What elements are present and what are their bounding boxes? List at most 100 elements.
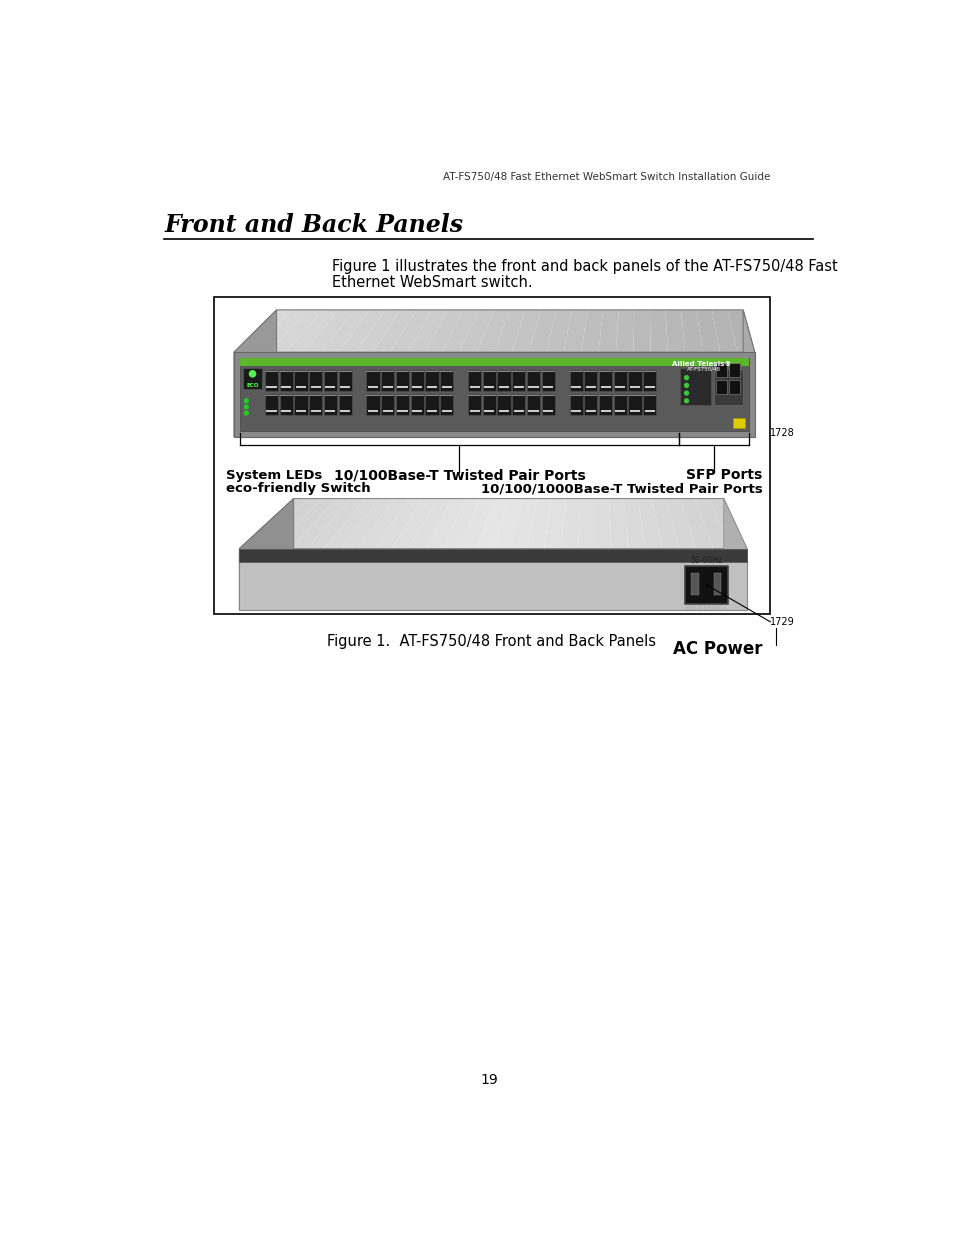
Bar [469, 410, 479, 412]
Bar [425, 394, 438, 415]
Polygon shape [494, 310, 525, 352]
Polygon shape [476, 310, 509, 352]
Bar [425, 370, 438, 390]
Bar [526, 395, 539, 396]
Bar [583, 370, 597, 372]
Bar [512, 394, 525, 415]
Bar [482, 370, 496, 390]
Polygon shape [529, 310, 556, 352]
Polygon shape [375, 499, 422, 548]
Bar [628, 394, 641, 415]
Text: 1728: 1728 [769, 429, 794, 438]
Polygon shape [616, 310, 634, 352]
Bar [728, 363, 740, 377]
Text: 50-60Hz: 50-60Hz [690, 557, 721, 566]
Polygon shape [355, 310, 400, 352]
Circle shape [244, 399, 248, 403]
Polygon shape [273, 499, 336, 548]
Bar [311, 410, 320, 412]
Bar [338, 370, 352, 372]
Bar [439, 395, 453, 396]
Circle shape [244, 411, 248, 415]
Bar [412, 410, 422, 412]
Polygon shape [442, 310, 478, 352]
Polygon shape [286, 310, 338, 352]
Polygon shape [424, 310, 463, 352]
Polygon shape [408, 499, 451, 548]
Polygon shape [526, 499, 551, 548]
Bar [368, 387, 377, 389]
Bar [381, 394, 394, 415]
Bar [679, 368, 711, 405]
Bar [266, 410, 276, 412]
Bar [513, 387, 523, 389]
Bar [528, 387, 537, 389]
Polygon shape [493, 499, 522, 548]
Bar [585, 387, 596, 389]
Bar [498, 410, 509, 412]
Text: 100-240VAC~: 100-240VAC~ [684, 606, 727, 611]
Bar [395, 395, 409, 396]
Bar [497, 394, 510, 415]
Bar [239, 548, 746, 562]
Bar [325, 410, 335, 412]
Polygon shape [560, 499, 579, 548]
Bar [613, 394, 626, 415]
Bar [213, 296, 769, 614]
Circle shape [249, 370, 255, 377]
Text: Allied Telesis®: Allied Telesis® [672, 361, 731, 367]
Circle shape [684, 391, 688, 395]
Bar [323, 395, 336, 396]
Bar [441, 410, 452, 412]
Polygon shape [239, 499, 308, 548]
Bar [309, 395, 322, 396]
Bar [281, 410, 291, 412]
Polygon shape [546, 310, 572, 352]
Polygon shape [390, 310, 432, 352]
Polygon shape [303, 310, 354, 352]
Bar [512, 370, 525, 390]
Circle shape [244, 405, 248, 409]
Bar [265, 395, 278, 396]
Bar [482, 370, 496, 372]
Bar [294, 370, 307, 390]
Text: 10/100Base-T Twisted Pair Ports: 10/100Base-T Twisted Pair Ports [334, 468, 585, 483]
Bar [569, 394, 582, 415]
Polygon shape [373, 310, 416, 352]
Bar [265, 370, 278, 390]
Bar [629, 410, 639, 412]
Polygon shape [711, 310, 737, 352]
Polygon shape [233, 425, 754, 437]
Text: 19: 19 [479, 1073, 497, 1087]
Bar [366, 395, 379, 396]
Bar [325, 387, 335, 389]
Bar [542, 410, 553, 412]
Polygon shape [290, 499, 351, 548]
Bar [615, 387, 624, 389]
Bar [629, 387, 639, 389]
Bar [691, 573, 699, 595]
Bar [368, 410, 377, 412]
Bar [410, 395, 423, 396]
Polygon shape [337, 310, 385, 352]
Polygon shape [709, 499, 746, 548]
Polygon shape [723, 499, 746, 610]
Polygon shape [598, 310, 618, 352]
Bar [468, 395, 480, 396]
Polygon shape [340, 499, 394, 548]
Bar [498, 387, 509, 389]
Bar [338, 394, 352, 415]
Bar [628, 370, 641, 372]
Polygon shape [727, 310, 754, 352]
Polygon shape [652, 499, 679, 548]
Bar [541, 394, 555, 415]
Bar [439, 394, 453, 415]
Polygon shape [666, 499, 696, 548]
Polygon shape [459, 310, 494, 352]
Polygon shape [442, 499, 479, 548]
Polygon shape [563, 310, 587, 352]
Bar [294, 395, 307, 396]
Polygon shape [233, 310, 276, 437]
Bar [598, 394, 612, 415]
Bar [484, 387, 494, 389]
